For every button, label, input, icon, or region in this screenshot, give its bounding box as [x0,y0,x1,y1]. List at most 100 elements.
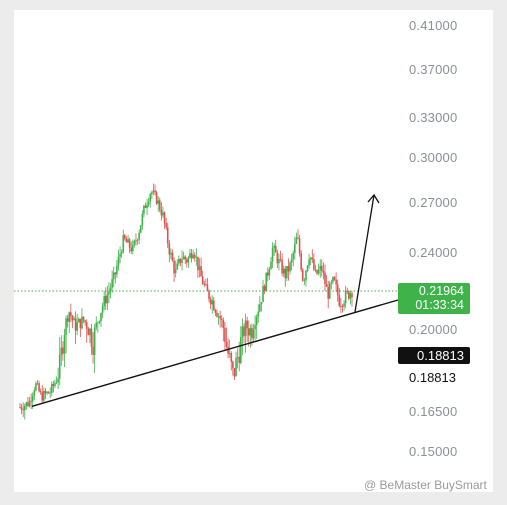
candle-body [111,279,113,288]
candle-body [206,284,209,291]
candle-body [187,257,190,263]
candle-body [348,291,350,299]
candle-body [185,259,188,263]
candle-body [65,318,67,336]
candle-body [93,327,96,355]
candle-body [263,285,266,292]
candle-body [338,295,341,306]
candle-body [222,320,225,329]
candle-body [33,390,36,396]
candle-body [122,235,125,253]
candle-body [274,245,277,253]
candle-body [63,335,66,354]
y-tick-label: 0.16500 [409,404,458,419]
candle-body [95,322,98,328]
candle-body [84,320,86,323]
candle-body [190,253,193,259]
watermark: @ BeMaster BuySmart [364,478,487,492]
candle-body [27,402,29,407]
candle-body [57,378,59,383]
candle-body [289,262,291,272]
candle-body [138,232,140,240]
candle-body [205,284,207,286]
candle-body [146,204,148,208]
candle-body [243,326,245,336]
candle-body [97,322,99,324]
candle-body [73,318,75,321]
candle-body [106,294,109,304]
candle-body [52,384,55,386]
candle-body [325,284,328,287]
candle-body [158,200,161,210]
candle-body [255,316,258,326]
candle-body [28,400,31,407]
candle-body [260,302,263,305]
candle-body [246,320,248,329]
candle-body [236,356,239,358]
candle-body [98,321,101,323]
candle-body [203,284,206,286]
candle-body [262,285,264,303]
candle-body [74,318,77,331]
candle-body [101,306,104,313]
candle-body [143,205,145,215]
candle-body [39,391,42,393]
candle-body [104,296,107,304]
candle-body [227,346,229,354]
candle-body [201,276,204,285]
candle-body [162,212,164,216]
chart-panel [14,10,493,492]
y-tick-label: 0.20000 [409,322,458,337]
candle-body [295,237,298,244]
candle-body [328,283,331,299]
candle-body [195,256,198,258]
candle-body [327,286,329,299]
candle-body [60,347,63,356]
candle-body [82,316,85,321]
candle-body [228,353,231,355]
candle-body [81,316,83,329]
candle-body [305,270,307,281]
candle-body [249,327,252,336]
candle-body [197,256,199,271]
candle-body [168,243,171,255]
candle-body [108,291,110,295]
candle-body [279,259,282,260]
arrow-head-icon [367,193,380,204]
candle-body [344,290,347,304]
candle-body [119,253,121,257]
candle-body [182,256,185,260]
candle-body [281,259,283,274]
candle-body [149,194,152,202]
candle-body [66,318,69,322]
candle-body [297,237,299,239]
candle-body [217,315,220,317]
candle-body [151,192,153,195]
candle-body [22,409,24,411]
candle-body [179,258,182,263]
candle-body [267,272,269,276]
support-trendline [31,299,399,408]
candle-body [193,254,196,258]
candle-body [332,277,334,283]
candle-body [79,318,82,329]
candle-body [192,254,194,259]
candle-body [208,290,210,300]
candle-body [300,253,302,270]
candle-body [241,326,244,338]
y-tick-label: 0.24000 [409,245,458,260]
current-price-tag: 0.21964 01:33:34 [398,283,470,314]
candle-body [117,256,120,266]
candle-body [165,222,167,228]
y-tick-label: 0.41000 [409,18,458,33]
candle-body [171,252,174,261]
candle-body [313,259,315,270]
candle-body [38,383,40,392]
candle-body [25,402,28,406]
y-tick-label: 0.33000 [409,110,458,125]
candle-body [89,328,91,336]
candle-body [271,248,274,262]
candle-body [155,192,158,204]
candle-body [139,225,142,233]
candle-body [163,212,166,223]
